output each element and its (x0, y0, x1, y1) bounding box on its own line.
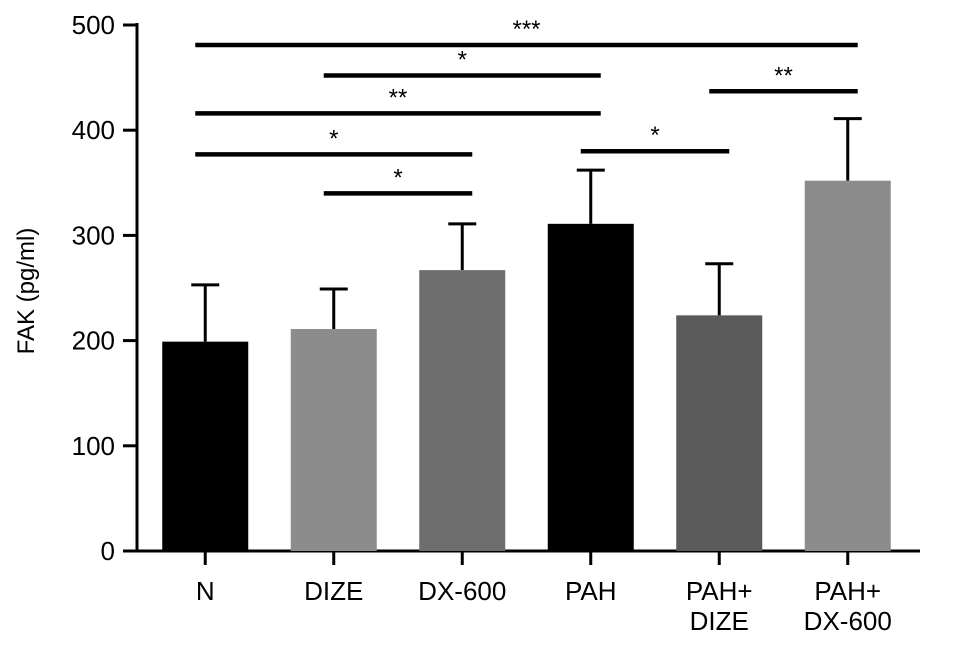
significance-label: * (458, 46, 467, 73)
y-tick-label: 100 (72, 431, 115, 461)
x-tick-label: DX-600 (418, 576, 506, 606)
significance-label: * (329, 125, 338, 152)
bars (162, 117, 891, 552)
bar (162, 341, 249, 551)
bar (290, 329, 377, 551)
y-tick-label: 200 (72, 326, 115, 356)
bar (547, 223, 634, 551)
y-tick-label: 500 (72, 10, 115, 40)
bar (419, 270, 506, 551)
significance-label: ** (389, 84, 408, 111)
y-tick-label: 300 (72, 220, 115, 250)
bar (676, 315, 763, 551)
y-tick-label: 400 (72, 115, 115, 145)
x-tick-label: PAH+ (686, 576, 753, 606)
x-tick-label: DX-600 (804, 606, 892, 636)
bar (804, 180, 891, 552)
x-tick-label: DIZE (304, 576, 363, 606)
significance-label: *** (512, 16, 540, 43)
significance-label: ** (774, 62, 793, 89)
x-tick-label: DIZE (690, 606, 749, 636)
x-tick-label: PAH (565, 576, 617, 606)
y-axis-label: FAK (pg/ml) (13, 228, 40, 355)
x-tick-label: PAH+ (814, 576, 881, 606)
y-tick-label: 0 (101, 536, 115, 566)
x-tick-label: N (196, 576, 215, 606)
significance-label: * (650, 122, 659, 149)
significance-brackets: ********* ** (195, 16, 858, 196)
significance-label: * (393, 164, 402, 191)
